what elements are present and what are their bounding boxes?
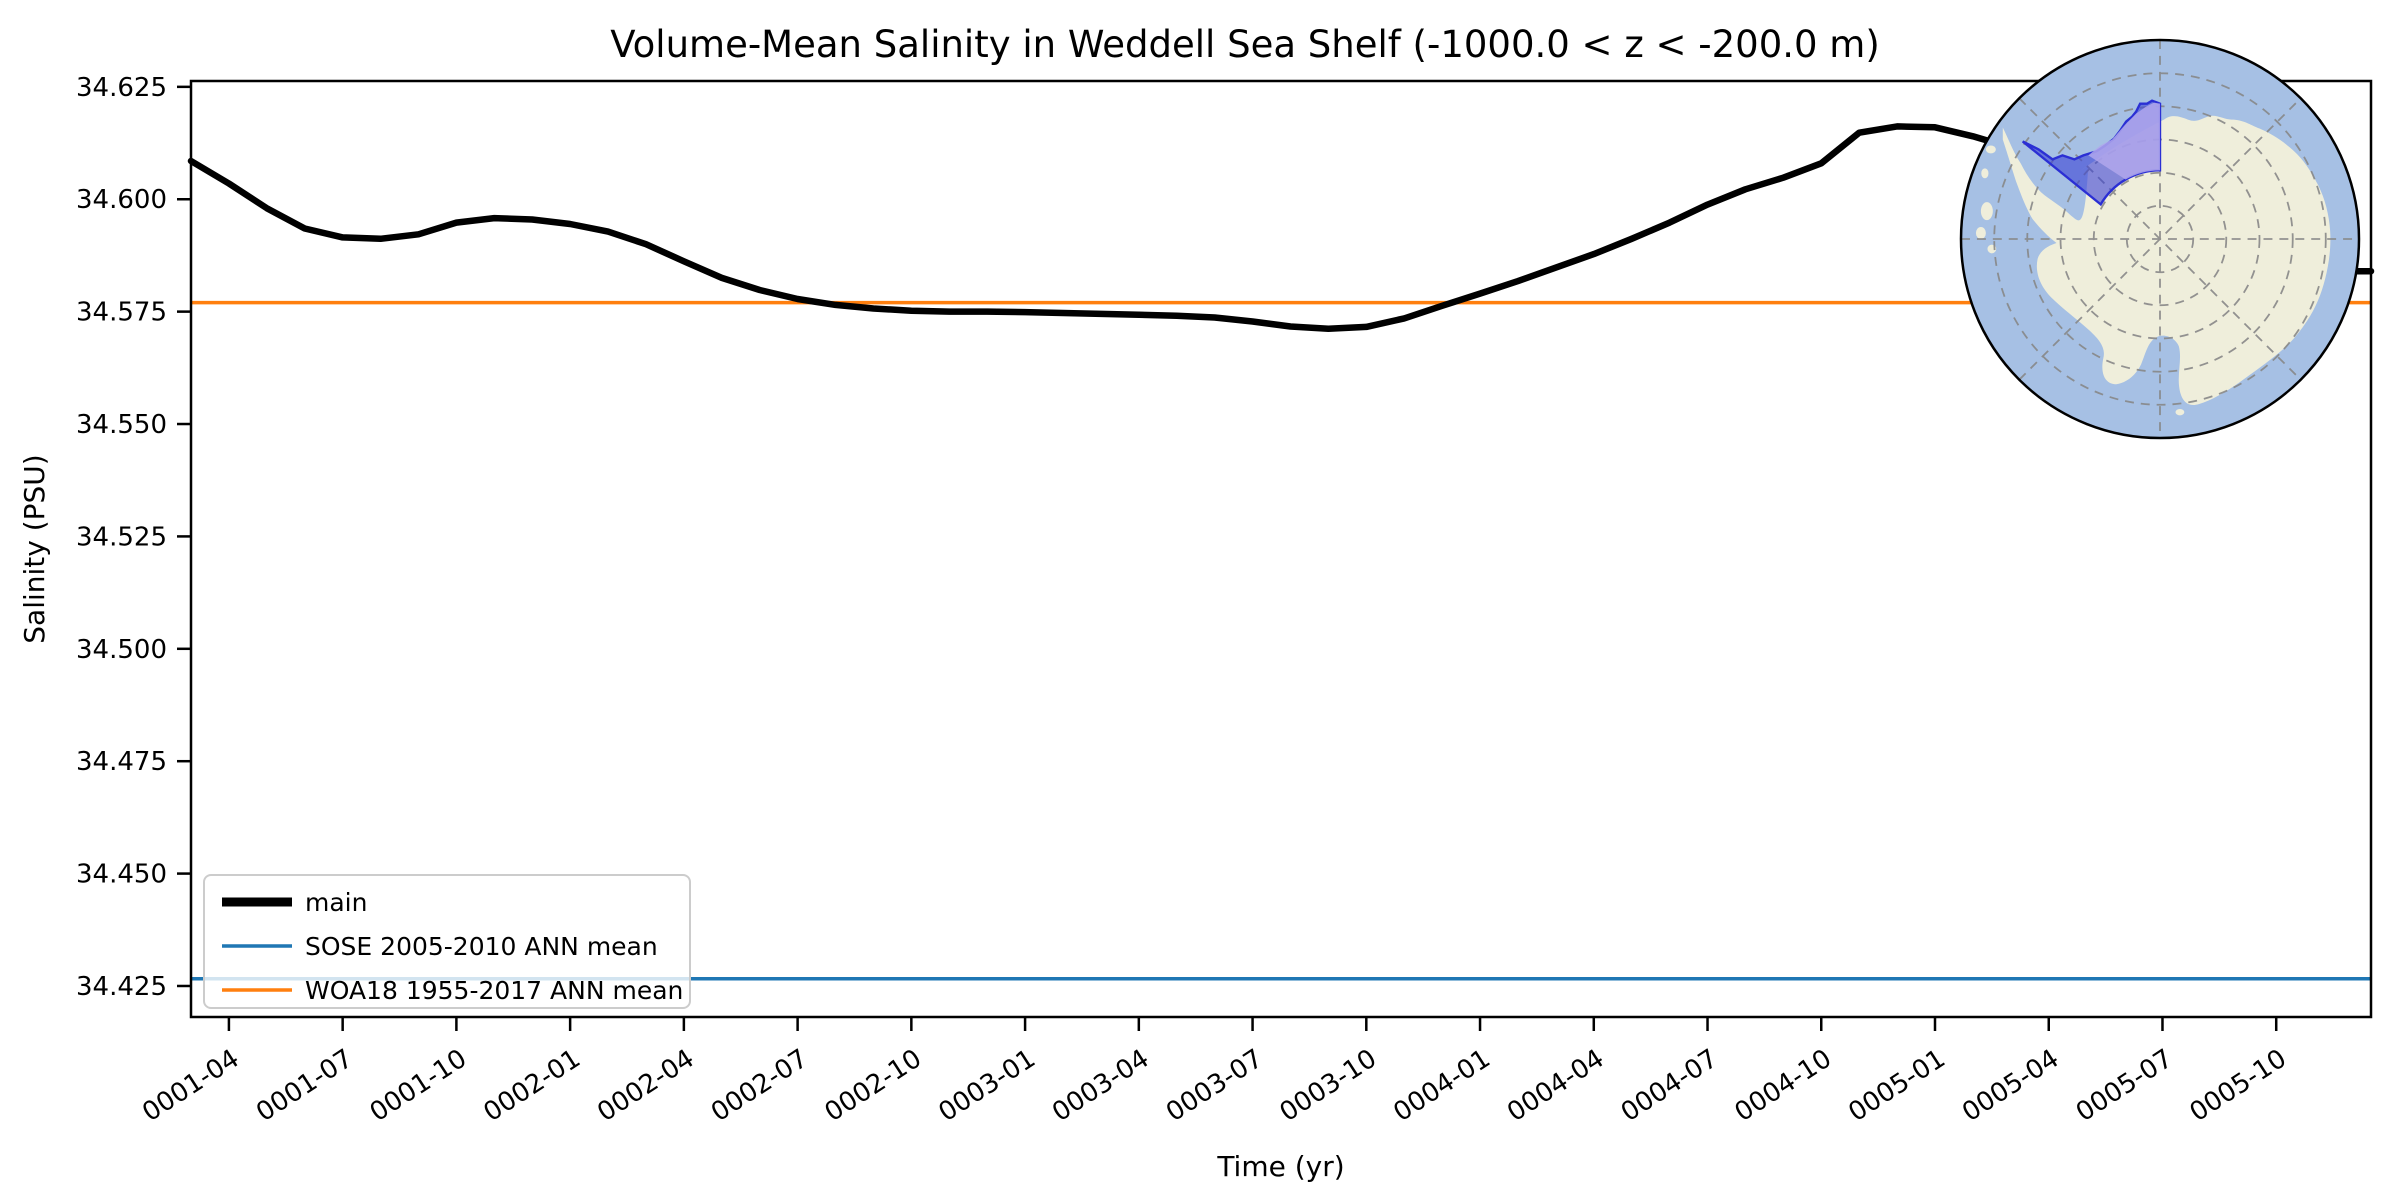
x-tick-label: 0001-07 [251,1044,358,1128]
x-tick-label: 0005-07 [2071,1044,2178,1128]
legend-label-main: main [305,888,367,917]
y-tick-label: 34.600 [76,185,167,215]
legend-label-sose: SOSE 2005-2010 ANN mean [305,932,658,961]
axes-frame [189,79,2373,1019]
x-tick-label: 0004-04 [1502,1044,1609,1128]
legend-entry-main: main [222,888,367,917]
y-tick-label: 34.450 [76,860,167,890]
y-tick-label: 34.575 [76,298,167,328]
x-tick-label: 0002-01 [478,1044,585,1128]
x-tick-label: 0003-10 [1275,1044,1382,1128]
x-tick-label: 0003-07 [1161,1044,1268,1128]
chart-title: Volume-Mean Salinity in Weddell Sea Shel… [610,23,1880,66]
legend-entry-woa18: WOA18 1955-2017 ANN mean [222,976,683,1005]
x-tick-label: 0002-07 [706,1044,813,1128]
map-rim [1959,38,2361,440]
map-region-sector-overlay [2088,102,2160,180]
y-tick-label: 34.475 [76,747,167,777]
legend-entry-sose: SOSE 2005-2010 ANN mean [222,932,658,961]
y-tick-label: 34.500 [76,635,167,665]
legend-box [203,874,691,1009]
x-tick-label: 0001-10 [365,1044,472,1128]
antarctica-inset-map [1959,38,2361,440]
x-tick-label: 0005-01 [1843,1044,1950,1128]
x-axis-label: Time (yr) [1216,1150,1344,1183]
x-tick-label: 0001-04 [137,1044,244,1128]
y-tick-label: 34.625 [76,73,167,103]
y-tick-label: 34.425 [76,972,167,1002]
x-tick-label: 0003-01 [933,1044,1040,1128]
y-tick-label: 34.525 [76,522,167,552]
x-tick-label: 0004-07 [1616,1044,1723,1128]
x-tick-label: 0005-04 [1957,1044,2064,1128]
x-tick-label: 0005-10 [2185,1044,2292,1128]
x-tick-label: 0002-10 [820,1044,927,1128]
x-tick-label: 0002-04 [592,1044,699,1128]
x-tick-label: 0003-04 [1047,1044,1154,1128]
map-islands [1975,116,2185,416]
x-tick-label: 0004-10 [1730,1044,1837,1128]
legend-label-woa18: WOA18 1955-2017 ANN mean [305,976,683,1005]
y-axis-label: Salinity (PSU) [18,454,51,643]
map-land-antarctica [2002,115,2331,406]
y-tick-label: 34.550 [76,410,167,440]
legend: main SOSE 2005-2010 ANN mean WOA18 1955-… [203,874,691,1009]
x-tick-label: 0004-01 [1388,1044,1495,1128]
